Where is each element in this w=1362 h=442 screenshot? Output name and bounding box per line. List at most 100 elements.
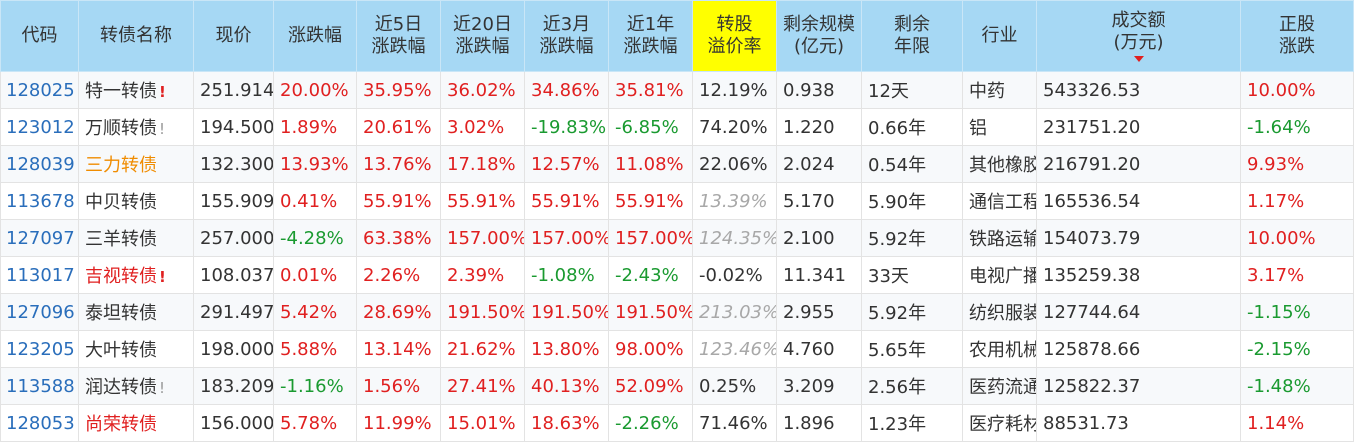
change-1y-cell: 98.00% xyxy=(609,331,693,368)
industry-cell: 医药流通 xyxy=(963,368,1037,405)
bond-code-link[interactable]: 113017 xyxy=(1,257,79,294)
bond-name-cell[interactable]: 三羊转债 xyxy=(79,220,194,257)
col-header-volume[interactable]: 成交额(万元) xyxy=(1037,1,1241,72)
bond-name[interactable]: 中贝转债 xyxy=(85,192,157,213)
change-20d-cell: 2.39% xyxy=(441,257,525,294)
industry-cell: 纺织服装设备 xyxy=(963,294,1037,331)
bond-name-cell[interactable]: 特一转债! xyxy=(79,72,194,109)
bond-code-link[interactable]: 127097 xyxy=(1,220,79,257)
bond-code-link[interactable]: 127096 xyxy=(1,294,79,331)
price-cell: 156.000 xyxy=(194,405,274,442)
bond-name[interactable]: 特一转债 xyxy=(85,81,157,102)
col-header-price[interactable]: 现价 xyxy=(194,1,274,72)
bond-name-cell[interactable]: 润达转债! xyxy=(79,368,194,405)
industry-cell: 其他橡胶制品 xyxy=(963,146,1037,183)
col-header-industry[interactable]: 行业 xyxy=(963,1,1037,72)
bond-name[interactable]: 三力转债 xyxy=(85,155,157,176)
change-cell: -1.16% xyxy=(274,368,357,405)
bond-name-cell[interactable]: 泰坦转债 xyxy=(79,294,194,331)
change-5d-cell: 13.14% xyxy=(357,331,441,368)
change-1y-cell: 191.50% xyxy=(609,294,693,331)
bond-code-link[interactable]: 123205 xyxy=(1,331,79,368)
volume-cell: 165536.54 xyxy=(1037,183,1241,220)
change-cell: 5.88% xyxy=(274,331,357,368)
bond-name-cell[interactable]: 大叶转债 xyxy=(79,331,194,368)
bond-name[interactable]: 三羊转债 xyxy=(85,229,157,250)
col-header-change-20d[interactable]: 近20日涨跌幅 xyxy=(441,1,525,72)
industry-cell: 农用机械 xyxy=(963,331,1037,368)
premium-cell: 0.25% xyxy=(693,368,777,405)
bond-code-link[interactable]: 128039 xyxy=(1,146,79,183)
price-cell: 251.914 xyxy=(194,72,274,109)
volume-cell: 135259.38 xyxy=(1037,257,1241,294)
change-1y-cell: 157.00% xyxy=(609,220,693,257)
premium-cell: 213.03% xyxy=(693,294,777,331)
col-header-remaining[interactable]: 剩余年限 xyxy=(862,1,963,72)
stock-change-cell: 1.14% xyxy=(1241,405,1354,442)
bond-code-link[interactable]: 128053 xyxy=(1,405,79,442)
col-header-change-3m[interactable]: 近3月涨跌幅 xyxy=(525,1,609,72)
stock-change-cell: 3.17% xyxy=(1241,257,1354,294)
bond-name-cell[interactable]: 万顺转债! xyxy=(79,109,194,146)
col-header-change-5d[interactable]: 近5日涨跌幅 xyxy=(357,1,441,72)
bond-name[interactable]: 润达转债 xyxy=(85,377,157,398)
scale-cell: 4.760 xyxy=(777,331,862,368)
change-cell: 5.42% xyxy=(274,294,357,331)
volume-cell: 125822.37 xyxy=(1037,368,1241,405)
stock-change-cell: 10.00% xyxy=(1241,220,1354,257)
change-1y-cell: -2.43% xyxy=(609,257,693,294)
bond-code-link[interactable]: 123012 xyxy=(1,109,79,146)
bond-code-link[interactable]: 128025 xyxy=(1,72,79,109)
col-header-stock-change[interactable]: 正股涨跌 xyxy=(1241,1,1354,72)
col-header-premium[interactable]: 转股溢价率 xyxy=(693,1,777,72)
remaining-cell: 2.56年 xyxy=(862,368,963,405)
bond-name[interactable]: 万顺转债 xyxy=(85,118,157,139)
bond-name[interactable]: 尚荣转债 xyxy=(85,414,157,435)
stock-change-cell: -1.48% xyxy=(1241,368,1354,405)
col-header-change[interactable]: 涨跌幅 xyxy=(274,1,357,72)
bond-name-cell[interactable]: 三力转债 xyxy=(79,146,194,183)
bond-name[interactable]: 大叶转债 xyxy=(85,340,157,361)
change-1y-cell: 35.81% xyxy=(609,72,693,109)
bond-name-cell[interactable]: 中贝转债 xyxy=(79,183,194,220)
price-cell: 198.000 xyxy=(194,331,274,368)
remaining-cell: 5.92年 xyxy=(862,294,963,331)
bond-name-cell[interactable]: 尚荣转债 xyxy=(79,405,194,442)
scale-cell: 3.209 xyxy=(777,368,862,405)
bond-name-cell[interactable]: 吉视转债! xyxy=(79,257,194,294)
change-cell: 13.93% xyxy=(274,146,357,183)
scale-cell: 5.170 xyxy=(777,183,862,220)
col-header-name[interactable]: 转债名称 xyxy=(79,1,194,72)
premium-cell: 13.39% xyxy=(693,183,777,220)
remaining-cell: 0.66年 xyxy=(862,109,963,146)
col-header-change-1y[interactable]: 近1年涨跌幅 xyxy=(609,1,693,72)
stock-change-cell: 1.17% xyxy=(1241,183,1354,220)
change-20d-cell: 157.00% xyxy=(441,220,525,257)
remaining-cell: 1.23年 xyxy=(862,405,963,442)
bond-name[interactable]: 泰坦转债 xyxy=(85,303,157,324)
scale-cell: 1.220 xyxy=(777,109,862,146)
col-header-scale[interactable]: 剩余规模(亿元) xyxy=(777,1,862,72)
bond-name[interactable]: 吉视转债 xyxy=(85,266,157,287)
volume-cell: 216791.20 xyxy=(1037,146,1241,183)
bond-code-link[interactable]: 113678 xyxy=(1,183,79,220)
change-cell: 0.41% xyxy=(274,183,357,220)
volume-cell: 543326.53 xyxy=(1037,72,1241,109)
col-header-code[interactable]: 代码 xyxy=(1,1,79,72)
premium-cell: 124.35% xyxy=(693,220,777,257)
change-cell: 20.00% xyxy=(274,72,357,109)
remaining-cell: 5.92年 xyxy=(862,220,963,257)
bond-code-link[interactable]: 113588 xyxy=(1,368,79,405)
change-3m-cell: 12.57% xyxy=(525,146,609,183)
